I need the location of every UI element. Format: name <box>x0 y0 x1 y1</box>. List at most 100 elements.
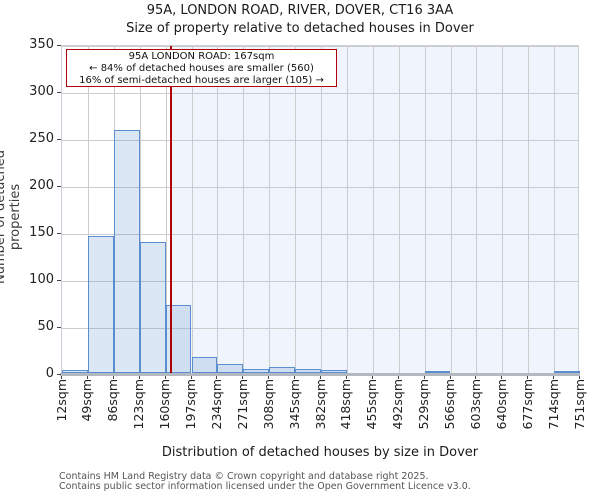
histogram-bar <box>87 235 114 373</box>
v-gridline <box>528 46 530 373</box>
x-tick-mark <box>294 376 296 379</box>
x-tick-label: 714sqm <box>545 379 561 430</box>
x-tick-label: 566sqm <box>442 379 457 430</box>
x-tick-mark <box>397 376 399 379</box>
h-gridline <box>62 234 578 235</box>
histogram-bar <box>424 371 451 373</box>
x-tick-label: 603sqm <box>467 379 483 430</box>
x-tick-mark <box>579 376 580 379</box>
x-tick-label: 382sqm <box>312 379 328 430</box>
x-tick-mark <box>423 376 425 379</box>
y-tick-label: 100 <box>29 272 54 287</box>
v-gridline <box>372 46 374 373</box>
chart-subtitle: Size of property relative to detached ho… <box>126 21 474 36</box>
x-tick-label: 345sqm <box>286 379 302 430</box>
h-gridline <box>62 46 578 47</box>
x-tick-label: 529sqm <box>416 379 432 430</box>
x-tick-label: 160sqm <box>157 379 173 430</box>
y-tick-label: 350 <box>29 37 54 52</box>
x-tick-mark <box>320 376 321 379</box>
v-gridline <box>269 46 271 373</box>
v-gridline <box>502 46 504 373</box>
shaded-larger-region <box>170 46 578 373</box>
x-tick-label: 86sqm <box>105 379 121 422</box>
h-gridline <box>62 140 578 141</box>
annotation-line-3: 16% of semi-detached houses are larger (… <box>79 74 324 86</box>
x-tick-mark <box>501 376 503 379</box>
footer-copyright-line: Contains HM Land Registry data © Crown c… <box>59 471 429 482</box>
h-gridline <box>62 328 578 329</box>
v-gridline <box>450 46 452 373</box>
x-tick-mark <box>475 376 477 379</box>
histogram-bar <box>295 369 321 373</box>
y-tick-label: 50 <box>37 319 54 334</box>
histogram-bar <box>269 367 296 373</box>
x-tick-mark <box>242 376 244 379</box>
footer-licence-line: Contains public sector information licen… <box>59 481 471 492</box>
x-tick-mark <box>527 376 529 379</box>
x-tick-mark <box>61 376 62 379</box>
histogram-bar <box>217 363 244 373</box>
v-gridline <box>217 46 219 373</box>
histogram-bar <box>113 129 140 373</box>
y-tick-label: 250 <box>29 131 54 146</box>
v-gridline <box>398 46 400 373</box>
histogram-bar <box>62 370 88 373</box>
y-tick-label: 150 <box>29 225 54 240</box>
x-tick-label: 751sqm <box>571 379 587 430</box>
histogram-bar <box>554 371 580 373</box>
x-tick-mark <box>268 376 270 379</box>
x-tick-mark <box>138 376 140 379</box>
y-tick-mark <box>57 139 61 140</box>
y-tick-mark <box>57 45 61 46</box>
v-gridline <box>554 46 556 373</box>
x-tick-mark <box>449 376 451 379</box>
x-tick-label: 677sqm <box>519 379 535 430</box>
y-tick-label: 300 <box>29 84 54 99</box>
property-size-marker-line <box>169 46 172 373</box>
x-tick-label: 308sqm <box>260 379 276 430</box>
y-tick-mark <box>57 233 61 234</box>
x-tick-mark <box>216 376 218 379</box>
annotation-line-1: 95A LONDON ROAD: 167sqm <box>128 51 275 62</box>
y-tick-mark <box>57 186 61 187</box>
histogram-bar <box>243 369 270 373</box>
v-gridline <box>165 46 167 373</box>
x-tick-label: 234sqm <box>208 379 224 430</box>
x-tick-label: 271sqm <box>234 379 250 430</box>
y-tick-label: 200 <box>29 178 54 193</box>
x-tick-label: 455sqm <box>364 379 380 430</box>
h-gridline <box>62 93 578 94</box>
y-axis-label: Number of detached properties <box>0 150 23 284</box>
v-gridline <box>87 46 89 373</box>
y-tick-mark <box>57 327 61 328</box>
v-gridline <box>321 46 322 373</box>
v-gridline <box>139 46 141 373</box>
histogram-bar <box>191 357 218 373</box>
x-axis-label: Distribution of detached houses by size … <box>161 445 479 460</box>
histogram-bar <box>321 370 347 373</box>
y-tick-mark <box>57 374 61 375</box>
v-gridline <box>243 46 245 373</box>
v-gridline <box>191 46 193 373</box>
v-gridline <box>424 46 426 373</box>
x-tick-mark <box>345 376 347 379</box>
annotation-line-2: ← 84% of detached houses are smaller (56… <box>89 62 314 74</box>
x-tick-label: 640sqm <box>493 379 509 430</box>
v-gridline <box>346 46 348 373</box>
h-gridline <box>62 187 578 188</box>
x-axis-line <box>60 373 580 376</box>
x-tick-label: 418sqm <box>338 379 354 430</box>
x-tick-label: 197sqm <box>183 379 198 430</box>
property-annotation-box: 95A LONDON ROAD: 167sqm ← 84% of detache… <box>66 49 337 87</box>
x-tick-mark <box>553 376 555 379</box>
v-gridline <box>295 46 297 373</box>
y-tick-mark <box>57 92 61 93</box>
x-tick-mark <box>190 376 192 379</box>
x-tick-label: 12sqm <box>53 379 69 422</box>
plot-area <box>61 45 580 374</box>
y-tick-mark <box>57 280 61 281</box>
x-tick-mark <box>164 376 166 379</box>
x-tick-mark <box>86 376 88 379</box>
